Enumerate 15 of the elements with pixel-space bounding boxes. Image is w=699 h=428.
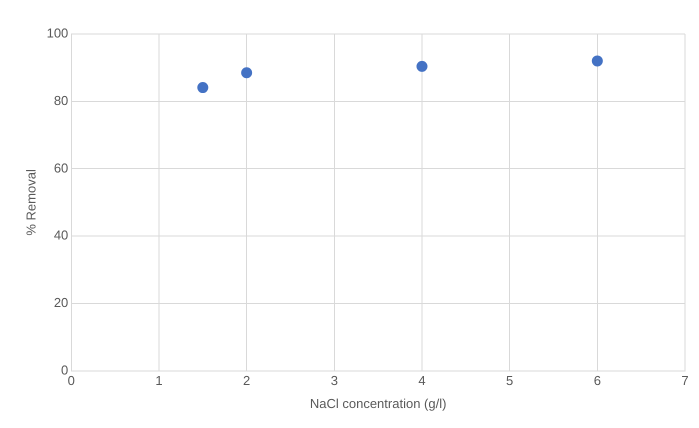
y-axis-title: % Removal [23,169,38,236]
x-tick-label: 6 [594,373,601,388]
x-tick-label: 1 [155,373,163,388]
x-tick-label: 4 [418,373,426,388]
y-tick-label: 100 [46,26,68,41]
x-tick-label: 7 [681,373,689,388]
x-tick-label: 5 [506,373,514,388]
y-tick-label: 20 [54,295,68,310]
y-tick-label: 40 [54,228,68,243]
x-axis-title: NaCl concentration (g/l) [310,396,446,411]
y-tick-label: 80 [54,92,68,108]
y-tick-label: 60 [54,160,68,176]
x-tick-label: 3 [330,373,338,388]
x-tick-label: 2 [243,373,250,388]
y-tick-label: 0 [61,362,68,378]
